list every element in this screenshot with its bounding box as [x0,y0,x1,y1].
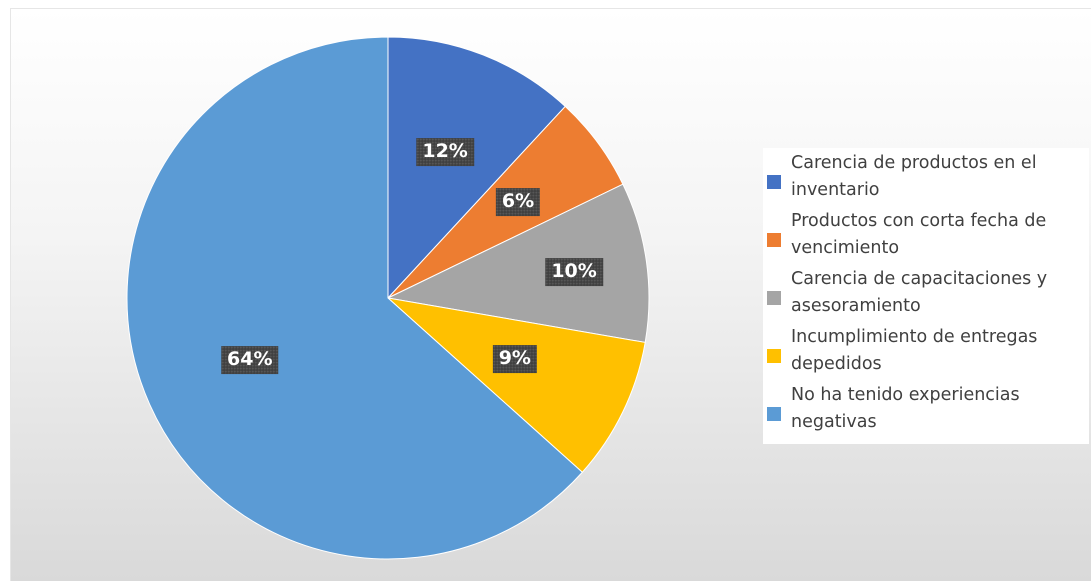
legend-swatch-2 [767,233,781,247]
pie-slice-1 [387,36,566,300]
legend-label-1: Carencia de productos en el inventario [791,153,1037,200]
legend-item-1: Carencia de productos en el inventario [763,150,1089,204]
data-label-3: 10% [545,257,603,286]
data-label-1: 12% [416,138,474,167]
legend-item-4: Incumplimiento de entregas depedidos [763,324,1089,378]
legend: Carencia de productos en el inventario Pr… [763,148,1089,444]
legend-label-5: No ha tenido experiencias negativas [791,385,1020,432]
legend-item-2: Productos con corta fecha de vencimiento [763,208,1089,262]
pie-slice-4 [386,297,646,473]
legend-swatch-5 [767,407,781,421]
pie-slice-5 [126,36,584,560]
legend-label-3: Carencia de capacitaciones y asesoramien… [791,269,1048,316]
data-label-2: 6% [495,187,541,216]
data-label-4: 9% [492,345,537,374]
legend-label-4: Incumplimiento de entregas depedidos [791,327,1038,374]
legend-swatch-1 [767,175,781,189]
legend-swatch-4 [767,349,781,363]
legend-item-3: Carencia de capacitaciones y asesoramien… [763,266,1089,320]
legend-label-2: Productos con corta fecha de vencimiento [791,211,1047,258]
data-label-5: 64% [221,345,279,374]
legend-item-5: No ha tenido experiencias negativas [763,382,1089,436]
pie-slice-3 [386,183,650,344]
legend-swatch-3 [767,291,781,305]
